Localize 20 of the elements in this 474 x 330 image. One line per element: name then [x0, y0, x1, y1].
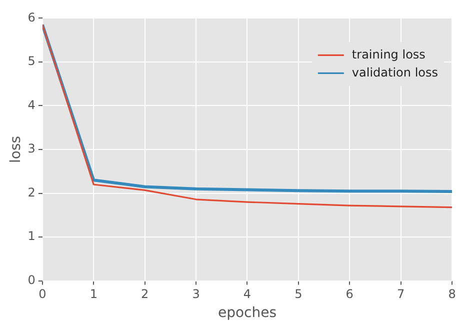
y-tick-label: 3: [28, 142, 36, 156]
y-tick-label: 0: [28, 272, 36, 287]
x-tick-label: 3: [192, 287, 200, 302]
x-tick-label: 5: [294, 287, 302, 302]
y-tick-label: 2: [28, 185, 36, 200]
x-tick-label: 7: [396, 287, 405, 302]
x-tick-label: 1: [90, 287, 98, 302]
y-tick-label: 6: [28, 10, 36, 24]
x-tick-label: 2: [141, 287, 149, 302]
x-tick-label: 0: [38, 287, 46, 302]
y-tick-label: 1: [28, 229, 36, 244]
legend-label: training loss: [352, 47, 426, 62]
x-axis-title: epoches: [218, 305, 276, 322]
legend-label: validation loss: [352, 65, 438, 80]
y-axis-title: loss: [8, 136, 24, 164]
x-tick-label: 8: [448, 287, 456, 302]
x-tick-label: 4: [243, 287, 252, 302]
y-tick-label: 4: [28, 98, 36, 112]
x-tick-label: 6: [346, 287, 354, 302]
y-tick-label: 5: [28, 54, 36, 68]
